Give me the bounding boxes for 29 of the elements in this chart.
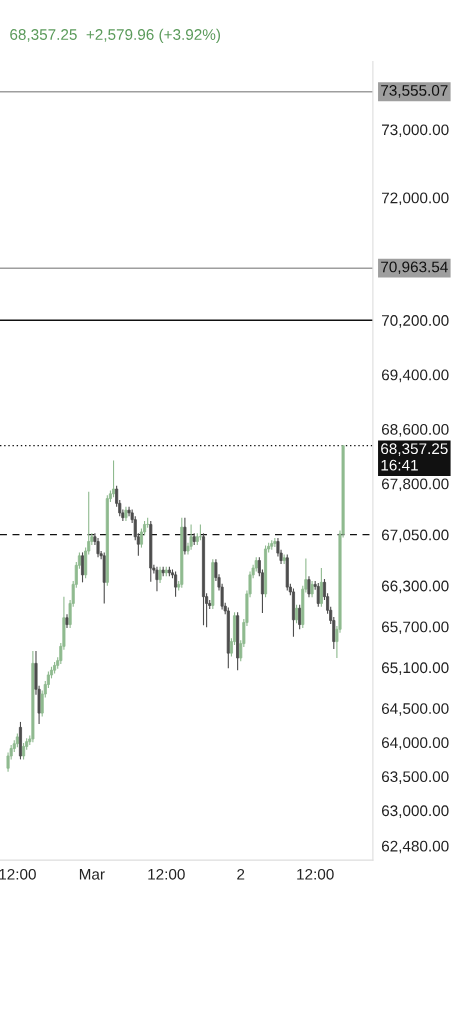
y-tick-label: 62,480.00 xyxy=(381,840,449,854)
y-tick-label: 65,700.00 xyxy=(381,621,449,635)
y-tick-label: 68,600.00 xyxy=(381,424,449,437)
y-tick-label: 67,800.00 xyxy=(381,478,449,492)
y-tick-label: 73,000.00 xyxy=(382,124,449,138)
y-tick-label: 64,500.00 xyxy=(381,703,449,716)
candlestick xyxy=(319,567,323,608)
x-tick-label: 2 xyxy=(237,868,245,880)
ref-line-label: 68,357.25 16:41 xyxy=(381,443,448,471)
y-tick-label: 69,400.00 xyxy=(381,369,449,383)
x-tick-label: 12:00 xyxy=(297,868,334,880)
y-tick-label: 66,300.00 xyxy=(381,580,449,594)
x-tick-label: Mar xyxy=(79,869,105,880)
candlestick xyxy=(96,537,100,558)
ref-line-label: 73,555.07 xyxy=(381,85,448,98)
ref-line-label: 70,963.54 xyxy=(381,261,448,275)
x-tick-label: 12:00 xyxy=(148,868,185,880)
y-tick-label: 67,050.00 xyxy=(381,529,449,543)
y-tick-label: 64,000.00 xyxy=(381,737,449,750)
candlestick xyxy=(112,459,116,498)
y-tick-label: 63,500.00 xyxy=(381,771,449,784)
chart-subtitle: 68,357.25 +2,579.96 (+3.92%) xyxy=(10,28,220,43)
y-tick-label: 63,000.00 xyxy=(381,805,449,818)
y-tick-label: 72,000.00 xyxy=(382,192,449,206)
x-tick-label: 12:00 xyxy=(0,868,36,880)
y-tick-label: 65,100.00 xyxy=(381,662,449,675)
y-tick-label: 70,200.00 xyxy=(382,315,449,328)
candlestick xyxy=(273,537,277,548)
candlestick xyxy=(295,604,299,624)
